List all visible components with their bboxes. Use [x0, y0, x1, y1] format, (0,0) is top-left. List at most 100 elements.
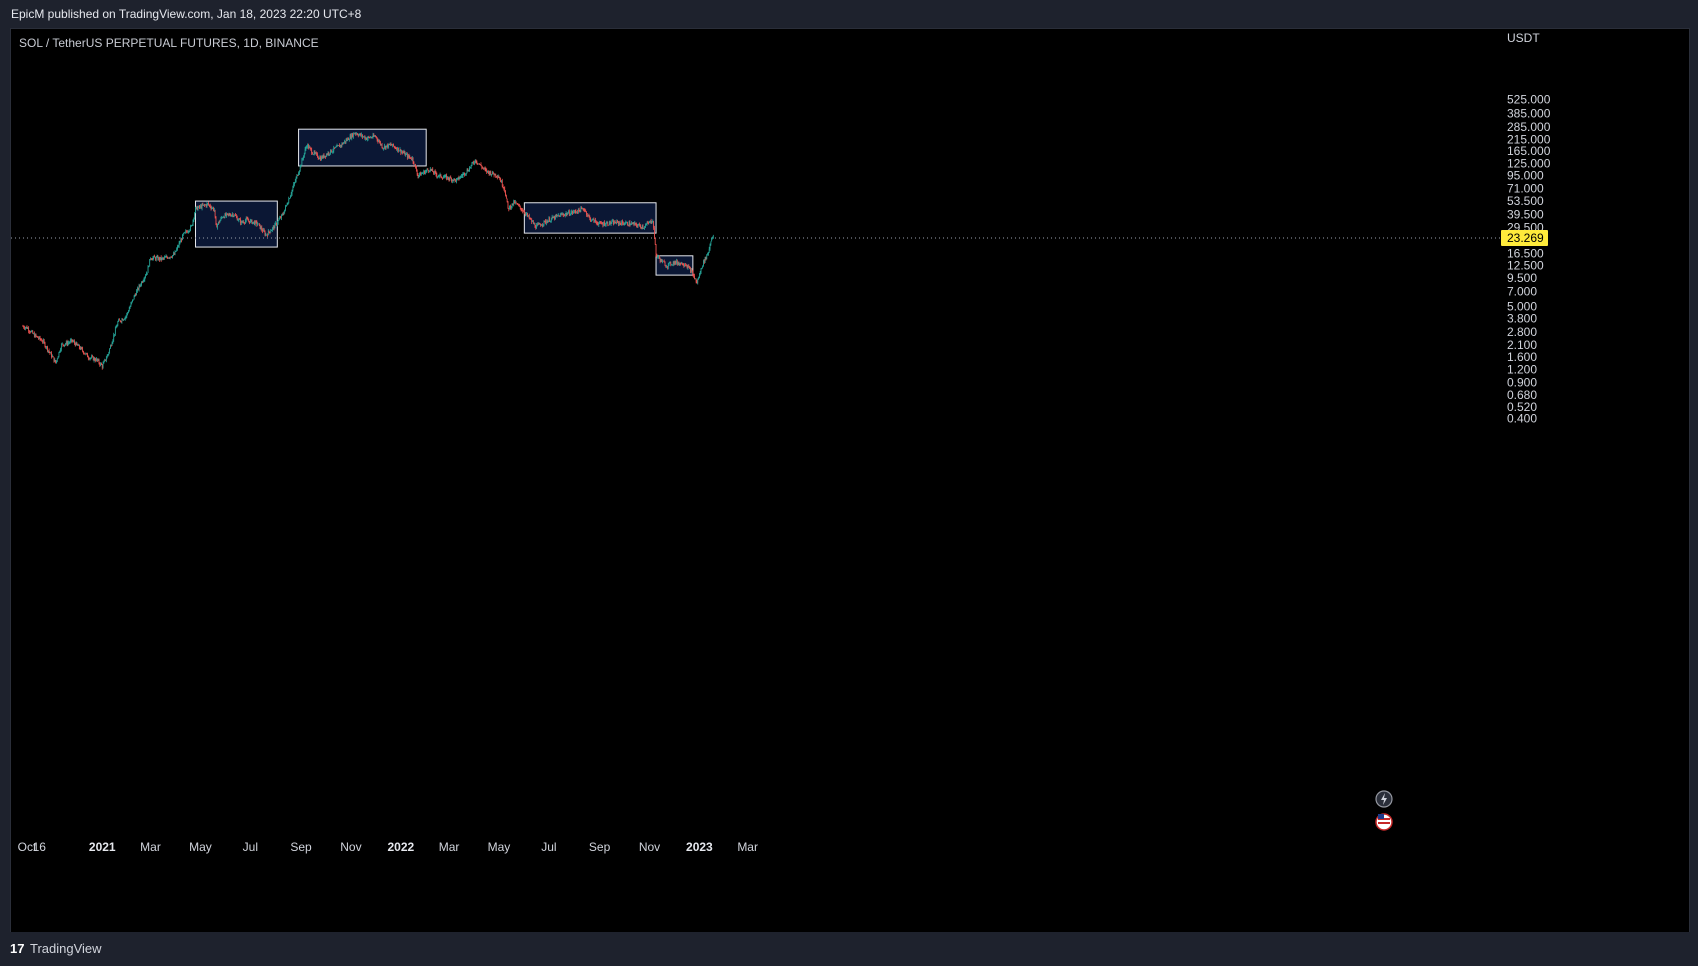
candle-body [186, 231, 187, 232]
tradingview-logo[interactable]: 17 TradingView [10, 941, 102, 956]
candle-body [604, 222, 605, 226]
candle-body [494, 173, 496, 176]
candle-body [233, 215, 235, 217]
candle-body [483, 167, 484, 169]
candle-body [122, 319, 124, 321]
candle-body [553, 216, 555, 219]
candle-body [119, 320, 121, 322]
candle-body [407, 154, 408, 158]
y-tick-label: 385.000 [1507, 106, 1551, 120]
candle-body [295, 177, 297, 181]
candle-body [191, 225, 192, 227]
candle-body [186, 231, 188, 233]
candle-body [34, 333, 35, 338]
candle-body [379, 141, 380, 143]
candle-body [613, 220, 614, 225]
candle-body [434, 171, 436, 173]
candle-body [557, 215, 559, 217]
candle-body [291, 190, 293, 194]
candle-body [236, 215, 237, 217]
candle-body [275, 223, 277, 224]
candle-body [670, 262, 672, 265]
candle-body [74, 341, 75, 344]
candle-body [84, 353, 86, 355]
candle-body [272, 227, 273, 231]
candle-body [277, 220, 279, 224]
candle-body [57, 356, 59, 359]
candle-body [421, 173, 423, 175]
candle-body [284, 209, 286, 214]
candle-body [207, 203, 209, 205]
candle-body [412, 157, 414, 163]
candle-body [78, 344, 79, 346]
candle-body [380, 141, 381, 145]
candle-body [528, 215, 529, 217]
candle-body [273, 226, 275, 229]
candle-body [503, 187, 505, 189]
candle-body [86, 353, 88, 355]
candle-body [141, 281, 142, 286]
candle-body [556, 215, 558, 217]
chart-canvas[interactable]: USDT525.000385.000285.000215.000165.0001… [11, 29, 1689, 932]
candle-body [320, 157, 322, 161]
candle-body [572, 211, 573, 213]
candle-body [541, 225, 542, 226]
candle-body [359, 133, 361, 135]
candle-body [155, 257, 157, 260]
candle-body [75, 342, 77, 346]
candle-body [113, 334, 115, 340]
candle-body [527, 213, 528, 216]
candle-body [604, 224, 606, 226]
candle-body [150, 258, 152, 260]
y-tick-label: 125.000 [1507, 156, 1551, 170]
candle-body [616, 220, 618, 224]
candle-body [578, 208, 580, 211]
candle-body [618, 221, 619, 225]
candle-body [699, 273, 700, 279]
candle-body [196, 206, 198, 210]
candle-body [555, 215, 557, 217]
candle-body [590, 218, 591, 221]
candle-body [144, 277, 146, 280]
candle-body [321, 156, 322, 161]
candle-body [182, 233, 184, 235]
chart-frame[interactable]: USDT 525.000 385.000 285.000 215.000 165.000 1… [10, 28, 1690, 933]
candle-body [129, 306, 131, 309]
candle-body [636, 225, 638, 227]
candle-body [111, 342, 113, 346]
last-price-label: 23.269 [1507, 231, 1544, 245]
candle-body [525, 213, 527, 215]
candle-body [579, 210, 581, 212]
candle-body [226, 213, 227, 216]
candle-body [25, 326, 27, 328]
candle-body [244, 222, 245, 224]
candle-body [200, 205, 202, 209]
candle-body [615, 222, 617, 224]
candle-body [433, 171, 434, 174]
candle-body [71, 339, 73, 342]
candle-body [335, 147, 336, 149]
candle-body [516, 202, 518, 205]
candle-body [251, 219, 253, 224]
candle-body [97, 359, 99, 361]
candle-body [419, 172, 420, 176]
candle-body [517, 204, 519, 206]
candle-body [608, 224, 609, 226]
candle-body [190, 225, 191, 230]
candle-body [439, 174, 441, 176]
candle-body [422, 172, 424, 174]
candle-body [692, 271, 694, 276]
candle-body [426, 169, 428, 171]
candle-body [304, 149, 306, 153]
candle-body [364, 136, 366, 139]
candle-body [454, 178, 456, 180]
candle-body [305, 147, 307, 150]
candle-body [238, 219, 240, 221]
y-tick-label: 285.000 [1507, 120, 1551, 134]
candle-body [473, 162, 474, 164]
candle-body [621, 221, 623, 225]
candle-body [507, 201, 509, 208]
candle-body [70, 340, 71, 343]
candle-body [575, 211, 577, 213]
candle-body [23, 326, 25, 328]
